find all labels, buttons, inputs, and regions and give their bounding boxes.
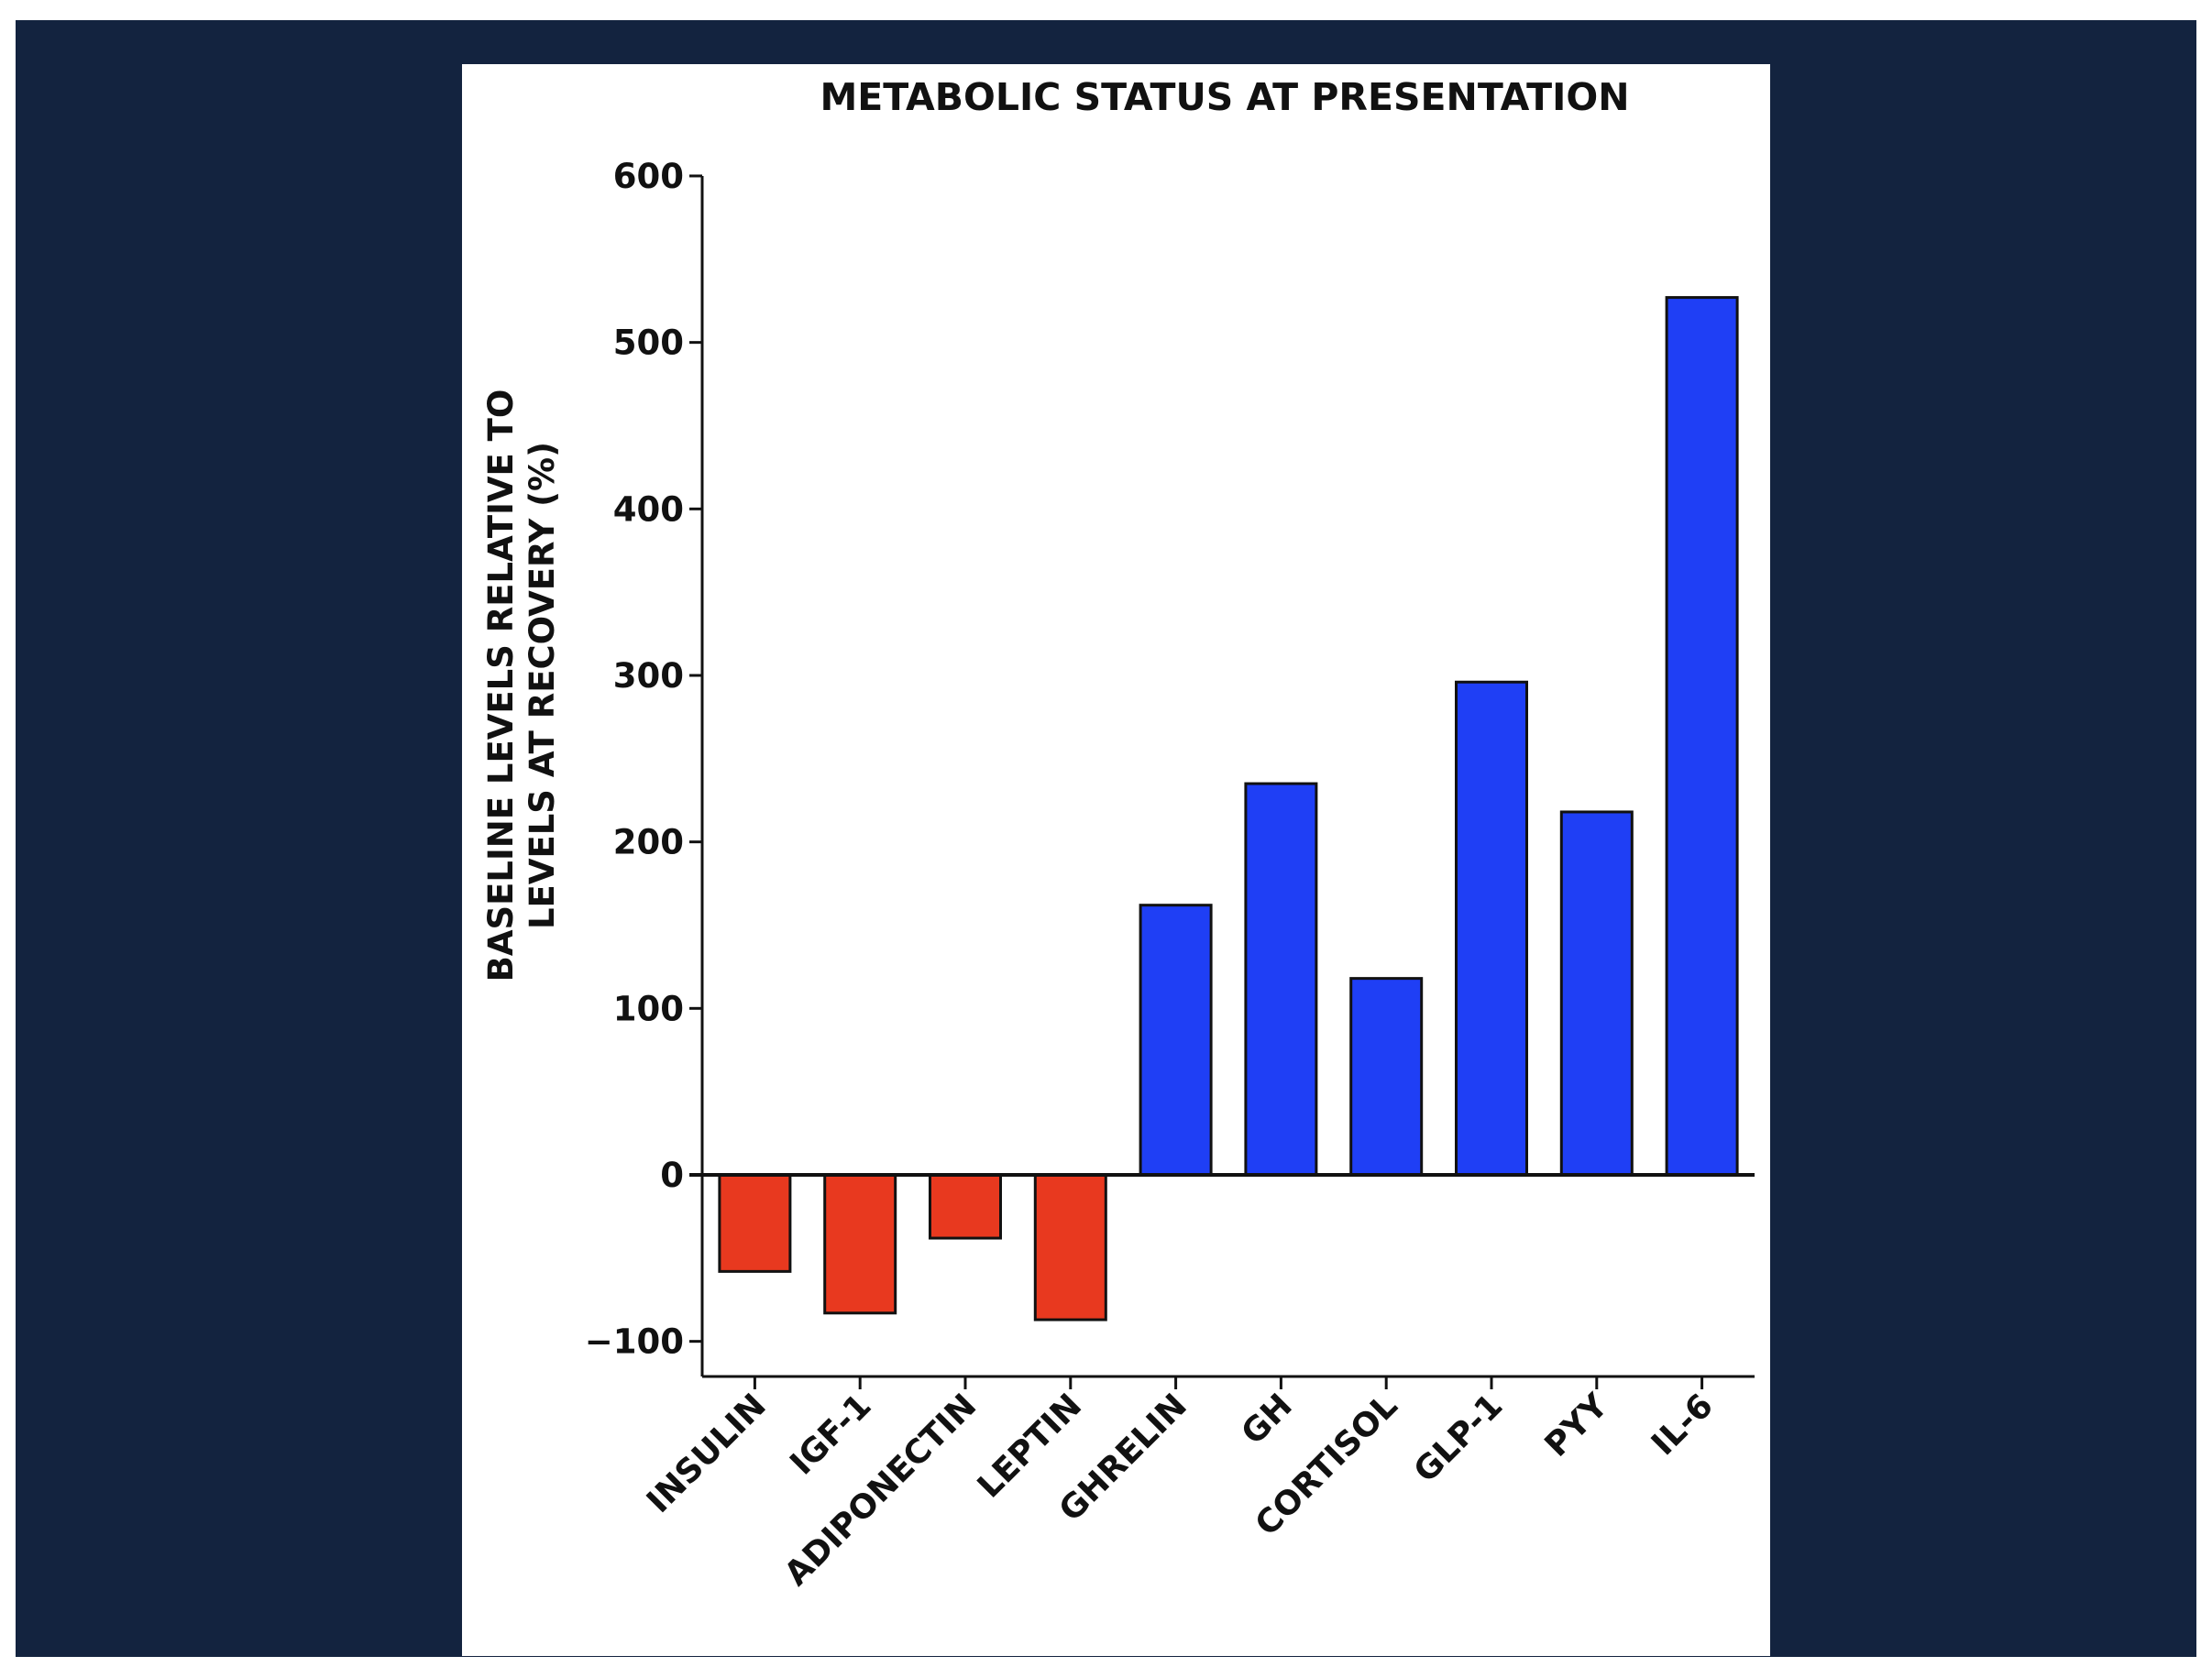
y-axis-ticks: −100 0 100 200 300 400 500 600	[585, 157, 702, 1362]
bar-chart: METABOLIC STATUS AT PRESENTATION BASELIN…	[481, 75, 1755, 1593]
x-tick-label-il-6: IL-6	[1645, 1387, 1721, 1463]
x-tick-label-igf-1: IGF-1	[783, 1387, 878, 1482]
x-tick-label-insulin: INSULIN	[640, 1387, 774, 1520]
x-tick-label-glp-1: GLP-1	[1407, 1387, 1511, 1490]
y-tick-label: 0	[660, 1156, 684, 1195]
bars-group	[718, 296, 1739, 1322]
y-tick-label: 300	[613, 656, 684, 696]
bar-igf-1	[823, 1173, 897, 1315]
bar-adiponectin	[929, 1173, 1002, 1240]
chart-title: METABOLIC STATUS AT PRESENTATION	[820, 75, 1629, 119]
y-tick-label: 500	[613, 324, 684, 363]
y-tick-label: 600	[613, 157, 684, 196]
bar-gh	[1244, 782, 1318, 1177]
axes-group	[689, 176, 1755, 1378]
y-tick-label: −100	[585, 1322, 684, 1362]
x-tick-label-pyy: PYY	[1538, 1387, 1616, 1464]
y-tick-label: 100	[613, 989, 684, 1028]
dark-frame: METABOLIC STATUS AT PRESENTATION BASELIN…	[16, 20, 2196, 1657]
y-axis-label-line-1: BASELINE LEVELS RELATIVE TO	[481, 389, 521, 982]
y-tick-label: 400	[613, 489, 684, 529]
chart-panel: METABOLIC STATUS AT PRESENTATION BASELIN…	[462, 64, 1770, 1656]
bar-il-6	[1665, 296, 1739, 1177]
bar-pyy	[1559, 810, 1634, 1177]
bar-ghrelin	[1139, 904, 1213, 1177]
x-tick-label-gh: GH	[1235, 1387, 1300, 1452]
y-axis-label-line-2: LEVELS AT RECOVERY (%)	[523, 442, 562, 929]
bar-insulin	[718, 1173, 792, 1273]
x-tick-label-adiponectin: ADIPONECTIN	[777, 1387, 984, 1593]
bar-glp-1	[1455, 680, 1528, 1177]
bar-cortisol	[1349, 977, 1424, 1177]
y-tick-label: 200	[613, 823, 684, 862]
bar-leptin	[1033, 1173, 1107, 1322]
